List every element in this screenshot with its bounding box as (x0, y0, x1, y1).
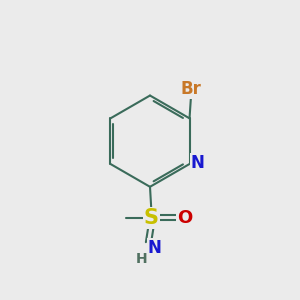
Text: N: N (148, 239, 161, 257)
Text: H: H (135, 252, 147, 266)
Text: N: N (191, 154, 205, 172)
Text: O: O (177, 209, 192, 227)
Text: Br: Br (181, 80, 201, 98)
Text: S: S (144, 208, 159, 228)
